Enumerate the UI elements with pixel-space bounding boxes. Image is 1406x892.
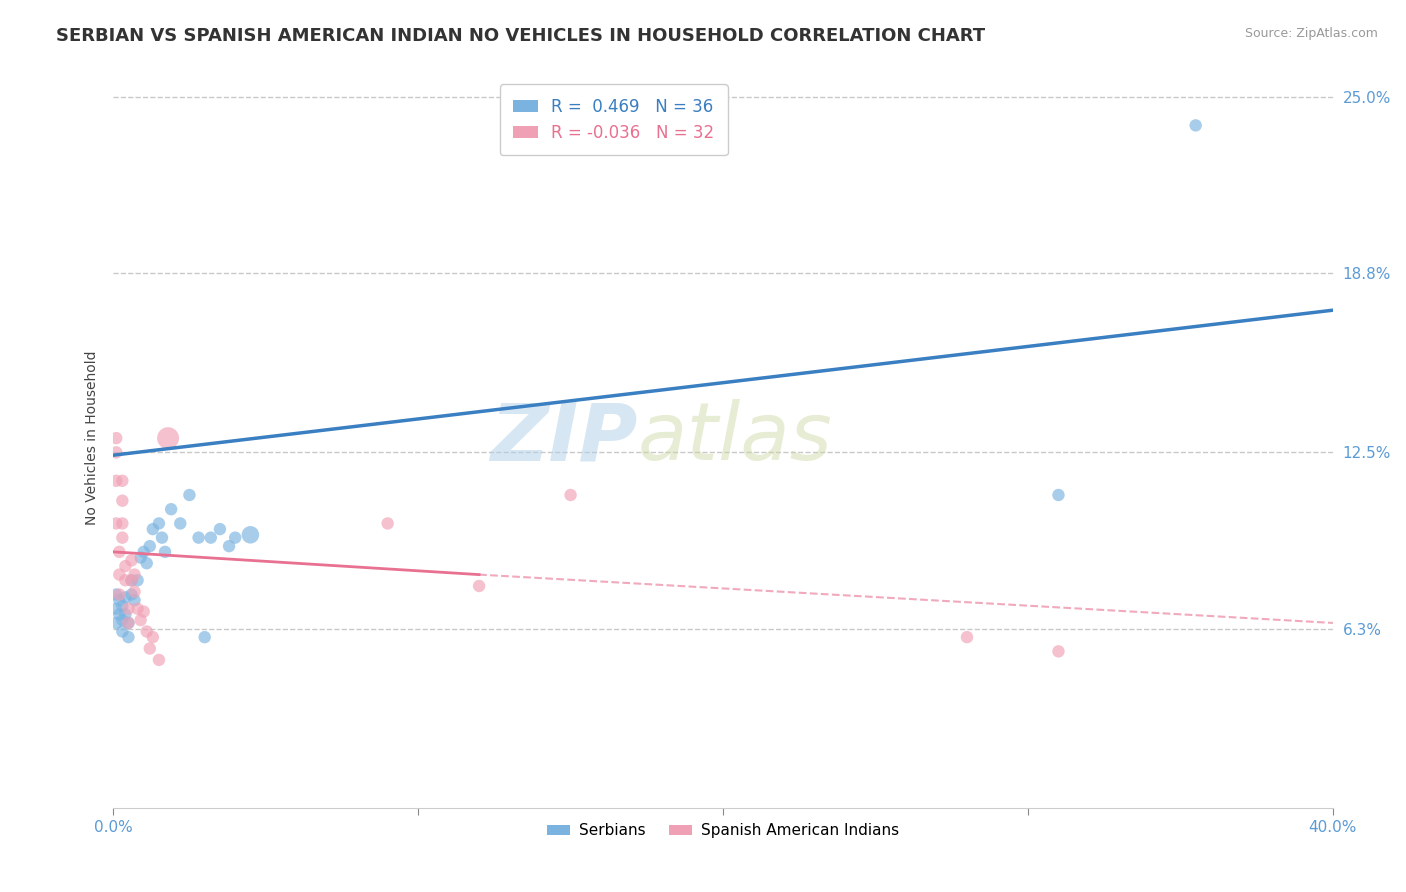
Point [105,431,128,445]
Point [124,593,146,607]
Point [108,607,131,622]
Point [148,516,170,531]
Point [105,474,128,488]
Point [127,574,149,588]
Point [111,493,134,508]
Point [187,531,209,545]
Point [135,556,157,570]
Point [218,539,240,553]
Point [105,516,128,531]
Point [121,587,143,601]
Point [111,599,134,613]
Point [169,516,191,531]
Point [129,613,152,627]
Point [160,502,183,516]
Point [129,550,152,565]
Point [142,630,165,644]
Point [117,615,139,630]
Point [114,607,136,622]
Point [468,579,491,593]
Point [127,601,149,615]
Text: SERBIAN VS SPANISH AMERICAN INDIAN NO VEHICLES IN HOUSEHOLD CORRELATION CHART: SERBIAN VS SPANISH AMERICAN INDIAN NO VE… [56,27,986,45]
Point [142,522,165,536]
Point [1047,644,1070,658]
Point [105,601,128,615]
Point [239,528,262,542]
Point [121,574,143,588]
Text: atlas: atlas [638,399,832,477]
Point [105,587,128,601]
Point [114,574,136,588]
Point [200,531,222,545]
Text: ZIP: ZIP [491,399,638,477]
Point [121,553,143,567]
Point [105,445,128,459]
Point [153,545,176,559]
Point [114,559,136,574]
Point [377,516,399,531]
Point [111,624,134,639]
Point [194,630,217,644]
Point [179,488,201,502]
Point [157,431,180,445]
Point [1184,119,1206,133]
Point [114,591,136,605]
Point [208,522,231,536]
Point [150,531,173,545]
Point [1047,488,1070,502]
Point [117,630,139,644]
Point [108,567,131,582]
Text: Source: ZipAtlas.com: Source: ZipAtlas.com [1244,27,1378,40]
Point [108,593,131,607]
Point [111,531,134,545]
Point [139,539,162,553]
Point [148,653,170,667]
Point [135,624,157,639]
Legend: Serbians, Spanish American Indians: Serbians, Spanish American Indians [541,817,905,845]
Point [224,531,246,545]
Point [124,567,146,582]
Point [111,516,134,531]
Y-axis label: No Vehicles in Household: No Vehicles in Household [86,351,100,525]
Point [111,474,134,488]
Point [108,587,131,601]
Point [108,545,131,559]
Point [105,615,128,630]
Point [139,641,162,656]
Point [117,615,139,630]
Point [121,574,143,588]
Point [956,630,979,644]
Point [124,584,146,599]
Point [132,605,155,619]
Point [132,545,155,559]
Point [560,488,582,502]
Point [117,601,139,615]
Point [111,613,134,627]
